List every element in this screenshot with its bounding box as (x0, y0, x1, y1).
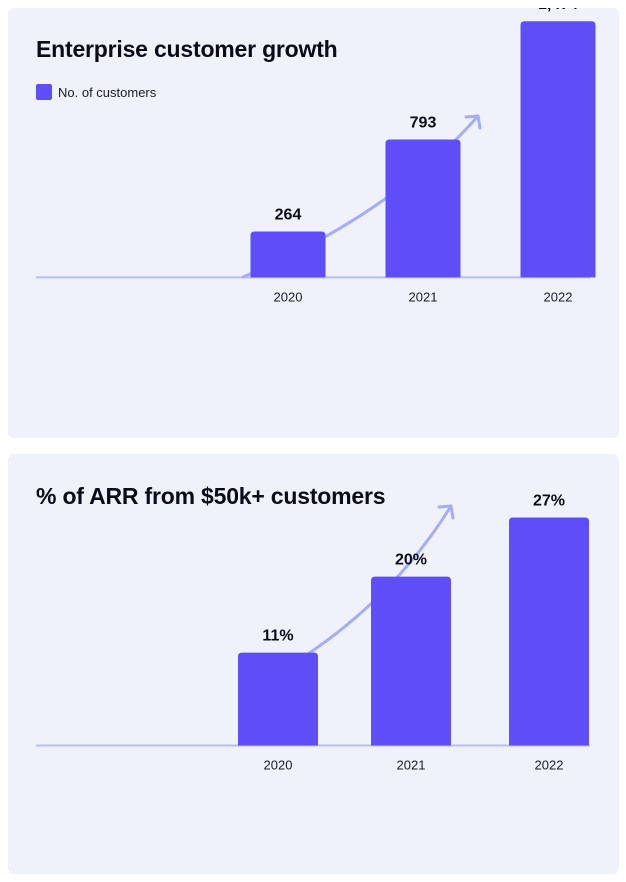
bar (371, 576, 451, 746)
legend-swatch (36, 84, 52, 100)
data-label: 27% (533, 492, 565, 509)
data-label: 264 (275, 206, 302, 223)
data-label: 1,474 (538, 8, 578, 13)
x-tick-label: 2020 (264, 758, 293, 773)
arr-share-card: % of ARR from $50k+ customers 11% 2020 20%… (8, 454, 619, 874)
customer-growth-card: Enterprise customer growth No. of custom… (8, 8, 619, 438)
x-tick-label: 2022 (544, 289, 573, 304)
trend-arrow-head (437, 504, 455, 520)
x-tick-label: 2021 (397, 758, 426, 773)
x-tick-label: 2020 (274, 289, 303, 304)
arr-share-chart: 11% 2020 20% 2021 27% 2022 (36, 492, 590, 773)
chart-legend: No. of customers (36, 84, 156, 100)
x-tick-label: 2021 (409, 289, 438, 304)
chart-title: % of ARR from $50k+ customers (36, 483, 386, 509)
data-label: 11% (262, 628, 293, 645)
bar (509, 517, 589, 746)
data-label: 793 (410, 115, 437, 132)
x-tick-label: 2022 (535, 758, 564, 773)
bar (520, 21, 596, 278)
bar (238, 652, 318, 746)
chart-title: Enterprise customer growth (36, 36, 338, 62)
bar (250, 231, 326, 278)
bar (385, 139, 461, 278)
legend-label: No. of customers (58, 84, 157, 100)
customer-growth-chart: 264 2020 793 2021 1,474 2022 (36, 8, 596, 304)
trend-arrow-head (464, 114, 482, 130)
data-label: 20% (395, 552, 427, 569)
